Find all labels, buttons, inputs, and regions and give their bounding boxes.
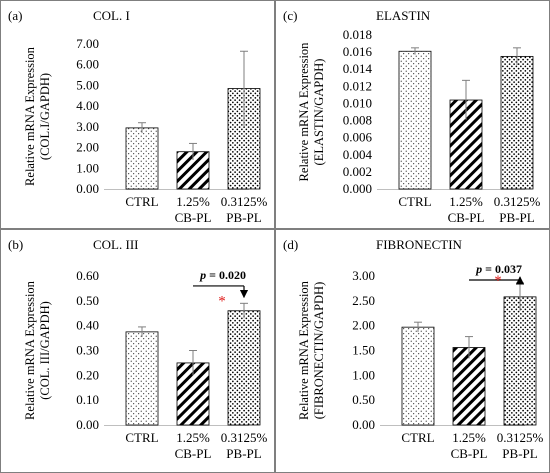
x-tick-label: 1.25%	[449, 194, 483, 209]
x-tick-label: CB-PL	[175, 210, 212, 225]
x-tick-label: PB-PL	[226, 210, 261, 225]
panel-label: (b)	[8, 237, 23, 252]
y-tick-label: 3.00	[352, 268, 375, 283]
bar	[452, 347, 486, 426]
p-value-label: p = 0.037	[475, 262, 522, 276]
panel-label: (d)	[283, 237, 298, 252]
panel-label: (c)	[283, 8, 297, 23]
y-tick-label: 0.008	[343, 113, 372, 128]
y-tick-label: 0.40	[76, 318, 99, 333]
y-tick-label: 0.004	[343, 147, 373, 162]
bar	[125, 127, 159, 190]
p-value-symbol: p	[199, 268, 206, 282]
y-tick-label: 6.00	[76, 57, 99, 72]
y-tick-label: 1.00	[352, 367, 375, 382]
y-tick-label: 4.00	[76, 98, 99, 113]
y-tick-label: 2.00	[352, 318, 375, 333]
y-tick-label: 0.012	[343, 78, 372, 93]
x-tick-label: 1.25%	[176, 194, 210, 209]
y-axis-label-line: (FIBRONECTIN/GAPDH)	[312, 282, 326, 420]
y-tick-label: 3.00	[76, 119, 99, 134]
y-axis-label-line: (ELASTIN/GAPDH)	[312, 59, 326, 166]
x-tick-label: 1.25%	[176, 430, 210, 445]
x-tick-label: 0.3125%	[221, 430, 268, 445]
x-tick-label: CB-PL	[175, 446, 212, 461]
y-tick-label: 0.10	[76, 392, 99, 407]
panel-label: (a)	[8, 8, 22, 23]
y-axis-label-line: Relative mRNA Expression	[297, 42, 311, 182]
y-axis-label: Relative mRNA Expression(COL.I/GAPDH)	[23, 46, 52, 186]
x-tick-label: CTRL	[401, 430, 434, 445]
x-tick-label: PB-PL	[502, 446, 537, 461]
x-tick-label: CB-PL	[451, 446, 488, 461]
y-tick-label: 0.20	[76, 367, 99, 382]
y-axis-label-line: Relative mRNA Expression	[297, 280, 311, 420]
x-tick-label: 0.3125%	[221, 194, 268, 209]
chart-panel-2: (b) COL. III Relative mRNA Expression(COL.…	[0, 229, 275, 473]
p-value-symbol: p	[475, 262, 482, 276]
bar	[503, 296, 537, 426]
y-tick-label: 7.00	[76, 36, 99, 51]
chart-title: COL. I	[93, 8, 130, 23]
p-value-text: = 0.037	[482, 262, 522, 276]
y-tick-label: 0.016	[343, 44, 373, 59]
chart-title: FIBRONECTIN	[376, 237, 463, 252]
y-tick-label: 5.00	[76, 77, 99, 92]
y-tick-label: 0.00	[352, 417, 375, 432]
y-tick-label: 1.00	[76, 160, 99, 175]
y-tick-label: 0.006	[343, 130, 373, 145]
x-tick-label: PB-PL	[499, 210, 534, 225]
x-tick-label: CTRL	[125, 430, 158, 445]
chart-panel-1: (c) ELASTIN Relative mRNA Expression(ELAST…	[275, 0, 550, 229]
y-axis-label-line: (COL.I/GAPDH)	[38, 73, 52, 160]
chart-panel-3: (d) FIBRONECTIN Relative mRNA Expression(F…	[275, 229, 550, 473]
x-tick-label: CTRL	[398, 194, 431, 209]
y-tick-label: 2.50	[352, 293, 375, 308]
y-tick-label: 0.00	[76, 417, 99, 432]
significance-star: *	[218, 293, 226, 309]
x-tick-label: CB-PL	[448, 210, 485, 225]
y-tick-label: 0.002	[343, 164, 372, 179]
chart-title: ELASTIN	[376, 8, 431, 23]
y-tick-label: 2.00	[76, 140, 99, 155]
y-axis-label: Relative mRNA Expression(FIBRONECTIN/GAP…	[297, 280, 326, 420]
x-tick-label: PB-PL	[226, 446, 261, 461]
bar	[125, 331, 159, 426]
bar	[227, 310, 261, 426]
y-tick-label: 1.50	[352, 343, 375, 358]
y-tick-label: 0.60	[76, 268, 99, 283]
bar	[398, 50, 432, 190]
y-tick-label: 0.010	[343, 95, 372, 110]
x-tick-label: 1.25%	[452, 430, 486, 445]
x-tick-label: 0.3125%	[497, 430, 544, 445]
chart-panel-0: (a) COL. I Relative mRNA Expression(COL.I/…	[0, 0, 275, 229]
y-axis-label-line: Relative mRNA Expression	[23, 280, 37, 420]
x-tick-label: 0.3125%	[494, 194, 541, 209]
y-tick-label: 0.50	[76, 293, 99, 308]
y-tick-label: 0.50	[352, 392, 375, 407]
y-tick-label: 0.018	[343, 27, 372, 42]
y-axis-label-line: Relative mRNA Expression	[23, 46, 37, 186]
y-tick-label: 0.00	[76, 181, 99, 196]
p-value-label: p = 0.020	[199, 268, 246, 282]
bar	[500, 55, 534, 190]
y-tick-label: 0.014	[343, 61, 373, 76]
p-value-text: = 0.020	[206, 268, 246, 282]
y-tick-label: 0.30	[76, 343, 99, 358]
y-axis-label: Relative mRNA Expression(ELASTIN/GAPDH)	[297, 42, 326, 182]
x-tick-label: CTRL	[125, 194, 158, 209]
bar	[401, 326, 435, 426]
significance-star: *	[494, 273, 502, 289]
y-tick-label: 0.000	[343, 181, 372, 196]
y-axis-label: Relative mRNA Expression(COL. III/GAPDH)	[23, 280, 52, 420]
chart-title: COL. III	[93, 237, 139, 252]
y-axis-label-line: (COL. III/GAPDH)	[38, 301, 52, 400]
